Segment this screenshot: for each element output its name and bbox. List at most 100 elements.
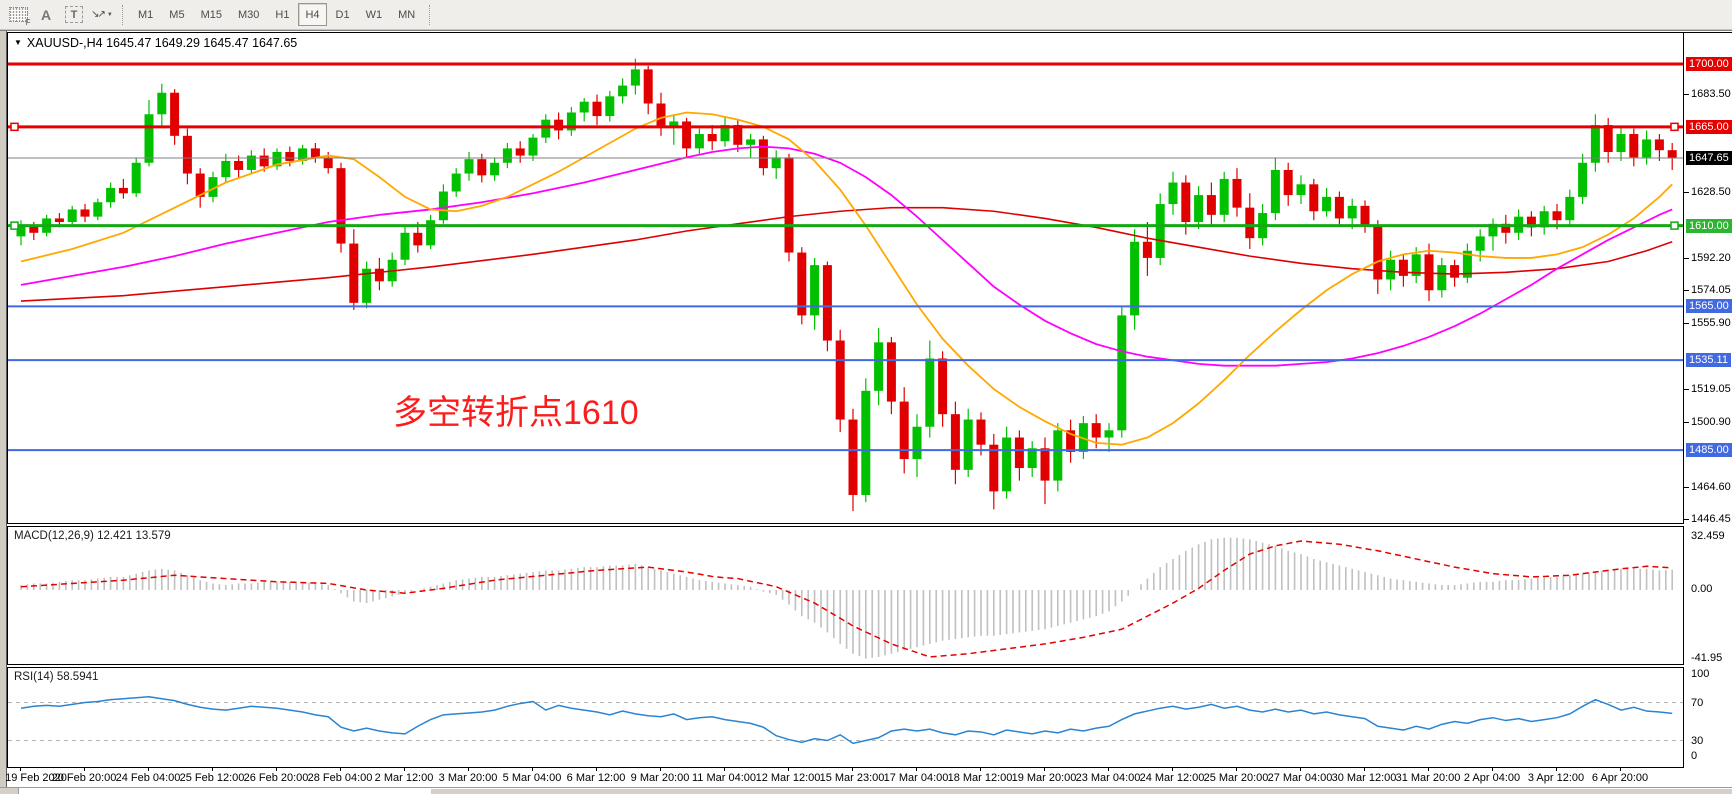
macd-axis-label: -41.95 [1691, 651, 1723, 664]
hline-marker[interactable] [10, 122, 19, 132]
rsi-axis-label: 100 [1691, 668, 1710, 680]
time-tick-mark [84, 768, 85, 771]
candle-body [1526, 216, 1536, 228]
candle-body [1360, 205, 1370, 226]
macd-label: MACD(12,26,9) 12.421 13.579 [14, 530, 171, 542]
candle-body [528, 137, 538, 156]
macd-pane[interactable]: MACD(12,26,9) 12.421 13.579 [7, 526, 1684, 665]
macd-axis-label: 32.459 [1691, 529, 1725, 542]
rsi-axis[interactable]: 100 70 30 0 [1684, 667, 1732, 768]
main-chart-pane[interactable]: ▼ XAUUSD-,H4 1645.47 1649.29 1645.47 1647… [7, 32, 1684, 524]
time-tick-label: 25 Feb 12:00 [179, 772, 245, 784]
candle-body [1501, 223, 1511, 233]
candle-body [1603, 125, 1613, 152]
hline-marker[interactable] [1670, 122, 1679, 132]
tf-button-H4[interactable]: H4 [298, 3, 327, 26]
candle-body [1475, 236, 1485, 251]
price-tick-label: 1555.90 [1691, 316, 1731, 329]
time-tick-label: 2 Mar 12:00 [374, 772, 434, 784]
time-axis[interactable]: 19 Feb 2020 20 Feb 20:00 24 Feb 04:00 25 Fe… [5, 768, 1732, 787]
price-tick-label: 1628.50 [1691, 186, 1731, 199]
time-tick-label: 12 Mar 12:00 [755, 772, 821, 784]
tf-button-W1[interactable]: W1 [365, 8, 383, 21]
rsi-pane[interactable]: RSI(14) 58.5941 [7, 667, 1684, 768]
candle-body [29, 225, 39, 233]
candle-body [1181, 182, 1191, 223]
text-tool-button[interactable]: T [61, 3, 87, 27]
annotation-text: 多空转折点1610 [393, 394, 639, 432]
tf-button-H1[interactable]: H1 [275, 8, 290, 21]
time-tick-label: 15 Mar 23:00 [819, 772, 885, 784]
candle-body [784, 157, 794, 253]
scrollbar-thumb[interactable] [430, 788, 1732, 794]
candle-body [912, 426, 922, 460]
time-tick-mark [724, 768, 725, 771]
time-tick-label: 6 Apr 20:00 [1591, 772, 1649, 784]
time-tick-mark [660, 768, 661, 771]
price-tick-mark [1684, 257, 1689, 259]
candle-body [1002, 437, 1012, 492]
candle-body [656, 103, 666, 127]
candle-body [682, 121, 692, 149]
price-axis[interactable]: 1683.50 1628.50 1592.20 1574.05 1555.90 1519.… [1684, 32, 1732, 525]
candle-body [1117, 315, 1127, 431]
candle-body [400, 232, 410, 260]
horizontal-scrollbar [0, 787, 1732, 794]
tf-button-M15[interactable]: M15 [200, 8, 222, 21]
price-tick-mark [1684, 388, 1689, 390]
candle-body [1667, 150, 1677, 159]
time-tick-label: 30 Mar 12:00 [1331, 772, 1397, 784]
time-tick-mark [1108, 768, 1109, 771]
grid-indicator-button[interactable]: F [5, 3, 31, 27]
candle-body [515, 148, 525, 156]
time-tick-label: 19 Mar 20:00 [1011, 772, 1077, 784]
candle-body [272, 151, 282, 167]
tf-button-M1[interactable]: M1 [138, 8, 154, 21]
tf-button-M5[interactable]: M5 [169, 8, 185, 21]
hline-marker[interactable] [1670, 221, 1679, 230]
tf-button-M30[interactable]: M30 [237, 8, 260, 21]
time-tick-mark [852, 768, 853, 771]
candle-body [874, 342, 884, 391]
candle-body [822, 265, 832, 341]
candle-body [221, 160, 231, 178]
tf-button-MN[interactable]: MN [398, 8, 416, 21]
price-level-badge-1647.65: 1647.65 [1686, 151, 1732, 165]
candle-body [797, 252, 807, 316]
candle-body [1270, 169, 1280, 214]
time-tick-mark [276, 768, 277, 771]
collapse-triangle-icon[interactable]: ▼ [14, 38, 22, 47]
price-tick-label: 1574.05 [1691, 284, 1731, 297]
candle-body [323, 157, 333, 169]
time-tick-label: 18 Mar 12:00 [947, 772, 1013, 784]
macd-axis[interactable]: 32.459 0.00 -41.95 [1684, 526, 1732, 665]
chevron-down-icon: ▼ [106, 11, 113, 18]
time-tick-mark [532, 768, 533, 771]
label-tool-button[interactable]: A [33, 3, 59, 27]
candle-body [566, 112, 576, 131]
time-tick-mark [788, 768, 789, 771]
macd-signal-line [20, 540, 1673, 658]
candle-body [16, 225, 26, 237]
price-tick-label: 1500.90 [1691, 415, 1731, 428]
cursor-tools-button[interactable]: ↘↗ ▼ [89, 3, 115, 27]
time-tick-label: 9 Mar 20:00 [630, 772, 690, 784]
candle-body [374, 268, 384, 282]
tf-button-D1[interactable]: D1 [335, 8, 350, 21]
candle-body [1347, 205, 1357, 219]
candle-body [694, 134, 704, 149]
candle-body [1398, 259, 1408, 276]
candle-body [976, 419, 986, 445]
time-tick-mark [980, 768, 981, 771]
chart-title: ▼ XAUUSD-,H4 1645.47 1649.29 1645.47 1647… [14, 36, 297, 50]
candle-body [54, 218, 64, 223]
candle-body [899, 401, 909, 460]
hline-marker[interactable] [10, 221, 19, 230]
candle-body [618, 85, 628, 97]
candle-body [1206, 195, 1216, 215]
candle-body [234, 160, 244, 170]
candle-body [1066, 430, 1076, 452]
candle-body [758, 139, 768, 169]
candle-body [1232, 178, 1242, 208]
candle-body [963, 419, 973, 470]
